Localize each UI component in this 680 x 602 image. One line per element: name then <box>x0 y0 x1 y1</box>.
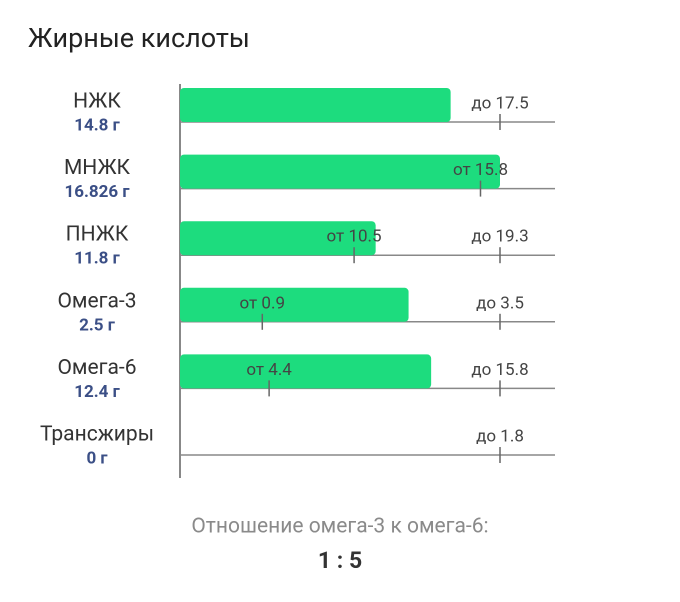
ratio-label: Отношение омега-3 к омега-6: <box>191 515 488 539</box>
norm-label: до 15.8 <box>471 360 528 380</box>
title: Жирные кислоты <box>28 22 250 54</box>
ratio-value: 1 : 5 <box>318 547 362 574</box>
row-name: НЖК <box>73 90 121 114</box>
norm-label: от 0.9 <box>240 293 286 313</box>
norm-label: до 3.5 <box>476 293 524 313</box>
bar <box>180 154 500 189</box>
row-name: Омега-6 <box>57 356 136 380</box>
row-name: Трансжиры <box>40 423 154 447</box>
bar <box>180 221 376 256</box>
row-amount: 12.4 г <box>74 382 120 402</box>
norm-label: от 15.8 <box>453 160 508 180</box>
row-name: ПНЖК <box>66 223 129 247</box>
norm-label: до 17.5 <box>471 93 528 113</box>
row-name: МНЖК <box>64 156 131 180</box>
norm-label: до 1.8 <box>476 426 524 446</box>
row-amount: 16.826 г <box>64 182 130 202</box>
norm-label: от 4.4 <box>246 360 292 380</box>
norm-label: от 10.5 <box>327 227 382 247</box>
row-amount: 11.8 г <box>74 249 120 269</box>
row-amount: 14.8 г <box>74 115 120 135</box>
bar <box>180 354 432 389</box>
row-amount: 0 г <box>86 448 108 468</box>
bar <box>180 88 451 122</box>
row-amount: 2.5 г <box>79 315 116 335</box>
row-name: Омега-3 <box>57 289 136 313</box>
bar <box>180 287 409 322</box>
norm-label: до 19.3 <box>471 227 528 247</box>
